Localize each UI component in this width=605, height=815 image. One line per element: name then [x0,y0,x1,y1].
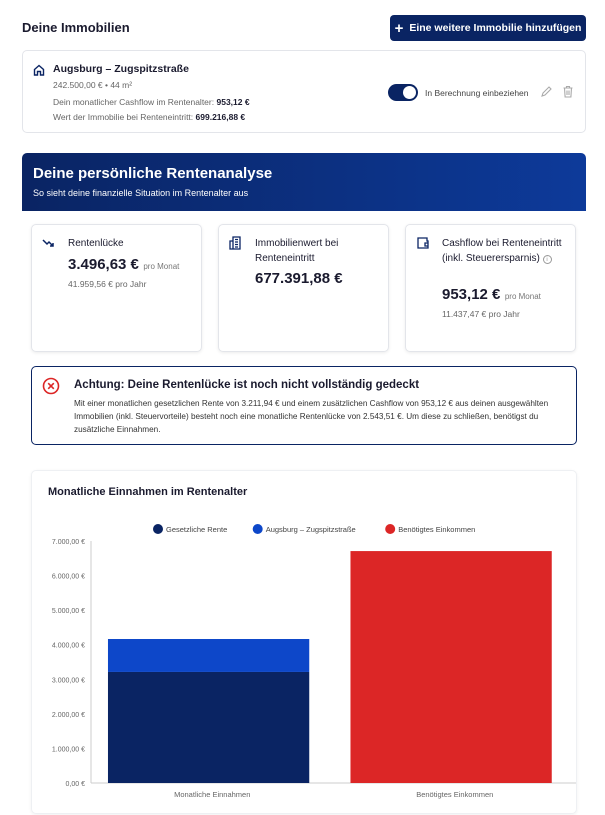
card-label: Rentenlücke [68,238,124,249]
y-tick-label: 3.000,00 € [52,677,85,684]
card-yearly: 11.437,47 € [442,309,487,319]
plus-icon: + [394,19,404,37]
card-unit: pro Monat [504,292,541,301]
add-property-button[interactable]: + Eine weitere Immobilie hinzufügen [390,15,586,41]
y-tick-label: 6.000,00 € [52,574,85,581]
property-card: Augsburg – Zugspitzstraße 242.500,00 € •… [22,50,586,133]
y-tick-label: 7.000,00 € [52,539,85,546]
y-tick-label: 1.000,00 € [52,746,85,753]
card-value-row: 953,12 € pro Monat [442,286,541,304]
bar-ben-tigtes-einkommen [350,551,552,783]
add-property-label: Eine weitere Immobilie hinzufügen [409,22,582,34]
warning-alert: Achtung: Deine Rentenlücke ist noch nich… [31,366,577,445]
alert-body: Mit einer monatlichen gesetzlichen Rente… [74,399,549,434]
card-label: Cashflow bei Renteneintritt (inkl. Steue… [442,236,570,266]
home-icon [33,64,45,76]
trash-icon[interactable] [562,85,574,98]
card-cashflow: Cashflow bei Renteneintritt (inkl. Steue… [405,224,576,352]
value-value: 699.216,88 € [195,112,246,122]
card-rentenluecke: Rentenlücke 3.496,63 € pro Monat 41.959,… [31,224,202,352]
card-yearly-unit: pro Jahr [488,309,520,319]
property-name: Augsburg – Zugspitzstraße [53,63,189,75]
legend-swatch [252,524,263,534]
page-title: Deine Immobilien [22,20,130,35]
card-value: 677.391,88 € [255,270,343,287]
info-icon[interactable]: i [542,255,552,264]
alert-title: Achtung: Deine Rentenlücke ist noch nich… [74,379,420,391]
y-tick-label: 0,00 € [66,781,86,788]
card-value: 3.496,63 € [68,256,139,273]
card-value: 953,12 € [442,286,501,303]
legend-label: Gesetzliche Rente [166,525,227,534]
analysis-subtitle: So sieht deine finanzielle Situation im … [33,188,249,198]
card-label: Immobilienwert bei Renteneintritt [255,238,339,264]
legend-swatch [385,524,396,534]
y-tick-label: 5.000,00 € [52,608,85,615]
x-tick-label: Benötigtes Einkommen [416,790,493,799]
card-yearly: 41.959,56 € [68,279,113,289]
y-tick-label: 2.000,00 € [52,712,85,719]
card-label-text: Cashflow bei Renteneintritt (inkl. Steue… [442,238,562,264]
x-tick-label: Monatliche Einnahmen [174,790,250,799]
card-value-row: 3.496,63 € pro Monat [68,256,179,274]
legend-label: Augsburg – Zugspitzstraße [266,525,356,534]
card-unit: pro Monat [143,262,180,271]
bar-gesetzliche-rente [107,671,310,783]
include-toggle[interactable] [388,84,418,101]
analysis-title: Deine persönliche Rentenanalyse [33,165,273,182]
card-yearly-row: 41.959,56 € pro Jahr [68,279,146,289]
toggle-label: In Berechnung einbeziehen [425,88,529,98]
chart-title: Monatliche Einnahmen im Rentenalter [48,486,248,498]
card-immobilienwert: Immobilienwert bei Renteneintritt 677.39… [218,224,389,352]
property-subtitle: 242.500,00 € • 44 m² [53,80,133,90]
card-yearly-unit: pro Jahr [115,279,147,289]
trending-down-icon [42,239,54,247]
legend-swatch [153,524,163,534]
edit-pencil-icon[interactable] [540,85,553,98]
income-chart: 0,00 € 1.000,00 € 2.000,00 € 3.000,00 € 4.00… [52,524,576,799]
legend-label: Benötigtes Einkommen [398,525,475,534]
cashflow-line: Dein monatlicher Cashflow im Rentenalter… [53,97,250,107]
value-line: Wert der Immobilie bei Renteneintritt: 6… [53,112,245,122]
income-chart-card: Monatliche Einnahmen im Rentenalter 0,00… [31,470,577,814]
card-yearly-row: 11.437,47 € pro Jahr [442,309,520,319]
error-x-icon [42,377,60,395]
wallet-icon [417,237,429,249]
analysis-header: Deine persönliche Rentenanalyse So sieht… [22,153,586,211]
cashflow-label: Dein monatlicher Cashflow im Rentenalter… [53,97,215,107]
building-icon [229,236,241,250]
value-label: Wert der Immobilie bei Renteneintritt: [53,112,194,122]
y-tick-label: 4.000,00 € [52,643,85,650]
bar-augsburg-zugspitzstra-e [107,639,310,672]
cashflow-value: 953,12 € [216,97,250,107]
